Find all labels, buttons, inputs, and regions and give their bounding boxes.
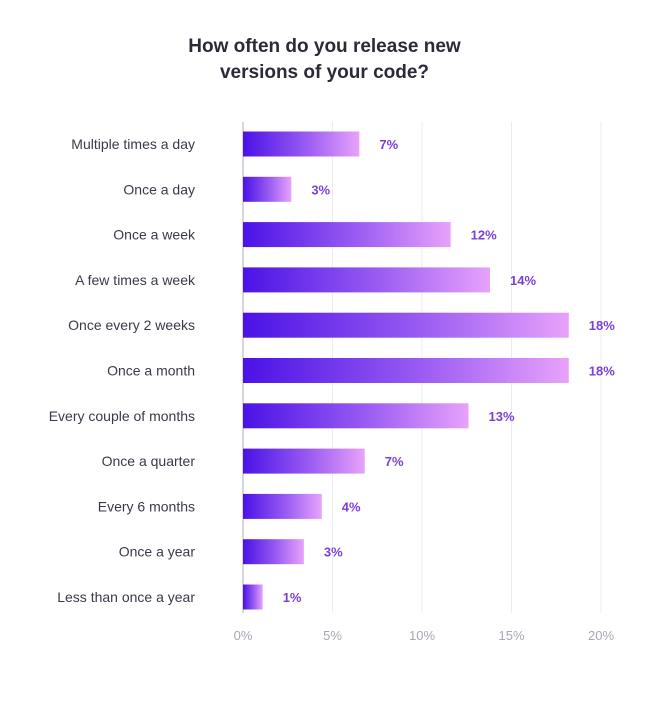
category-label: Every 6 months (98, 498, 195, 514)
chart-title-line-1: How often do you release new (188, 36, 461, 57)
data-label: 3% (311, 182, 330, 197)
category-label: Multiple times a day (71, 136, 195, 152)
data-label: 18% (589, 318, 615, 333)
data-label: 3% (324, 545, 343, 560)
x-tick-label: 20% (588, 628, 614, 643)
x-tick-label: 10% (409, 628, 435, 643)
bar (243, 584, 263, 610)
bar (243, 267, 491, 293)
category-label: Once every 2 weeks (68, 317, 195, 333)
category-label: A few times a week (75, 272, 196, 288)
category-label: Every couple of months (49, 408, 195, 424)
data-label: 14% (510, 273, 536, 288)
label-layer: Multiple times a day 7% Once a day 3% Once a… (49, 136, 616, 605)
x-axis-ticks: 0% 5% 10% 15% 20% (234, 628, 615, 643)
bar (243, 312, 569, 338)
x-tick-label: 15% (498, 628, 524, 643)
data-label: 12% (471, 228, 497, 243)
category-label: Once a quarter (102, 453, 196, 469)
category-label: Less than once a year (57, 589, 195, 605)
category-label: Once a week (113, 227, 196, 243)
data-label: 7% (379, 137, 398, 152)
category-label: Once a month (107, 363, 195, 379)
bar (243, 493, 322, 519)
bar (243, 131, 360, 157)
category-label: Once a year (119, 544, 196, 560)
bar (243, 403, 469, 429)
bar (243, 358, 569, 383)
chart-title: How often do you release new versions of… (0, 34, 649, 86)
x-tick-label: 5% (323, 628, 342, 643)
category-label: Once a day (123, 181, 195, 197)
bar (243, 222, 451, 248)
data-label: 13% (489, 409, 515, 424)
data-label: 7% (385, 454, 404, 469)
x-tick-label: 0% (234, 628, 253, 643)
bar (243, 539, 304, 565)
bar-layer (243, 131, 569, 610)
data-label: 1% (283, 590, 302, 605)
bar (243, 448, 365, 474)
data-label: 4% (342, 499, 361, 514)
bar (243, 176, 292, 202)
chart-title-line-2: versions of your code? (219, 62, 430, 83)
data-label: 18% (589, 364, 615, 379)
